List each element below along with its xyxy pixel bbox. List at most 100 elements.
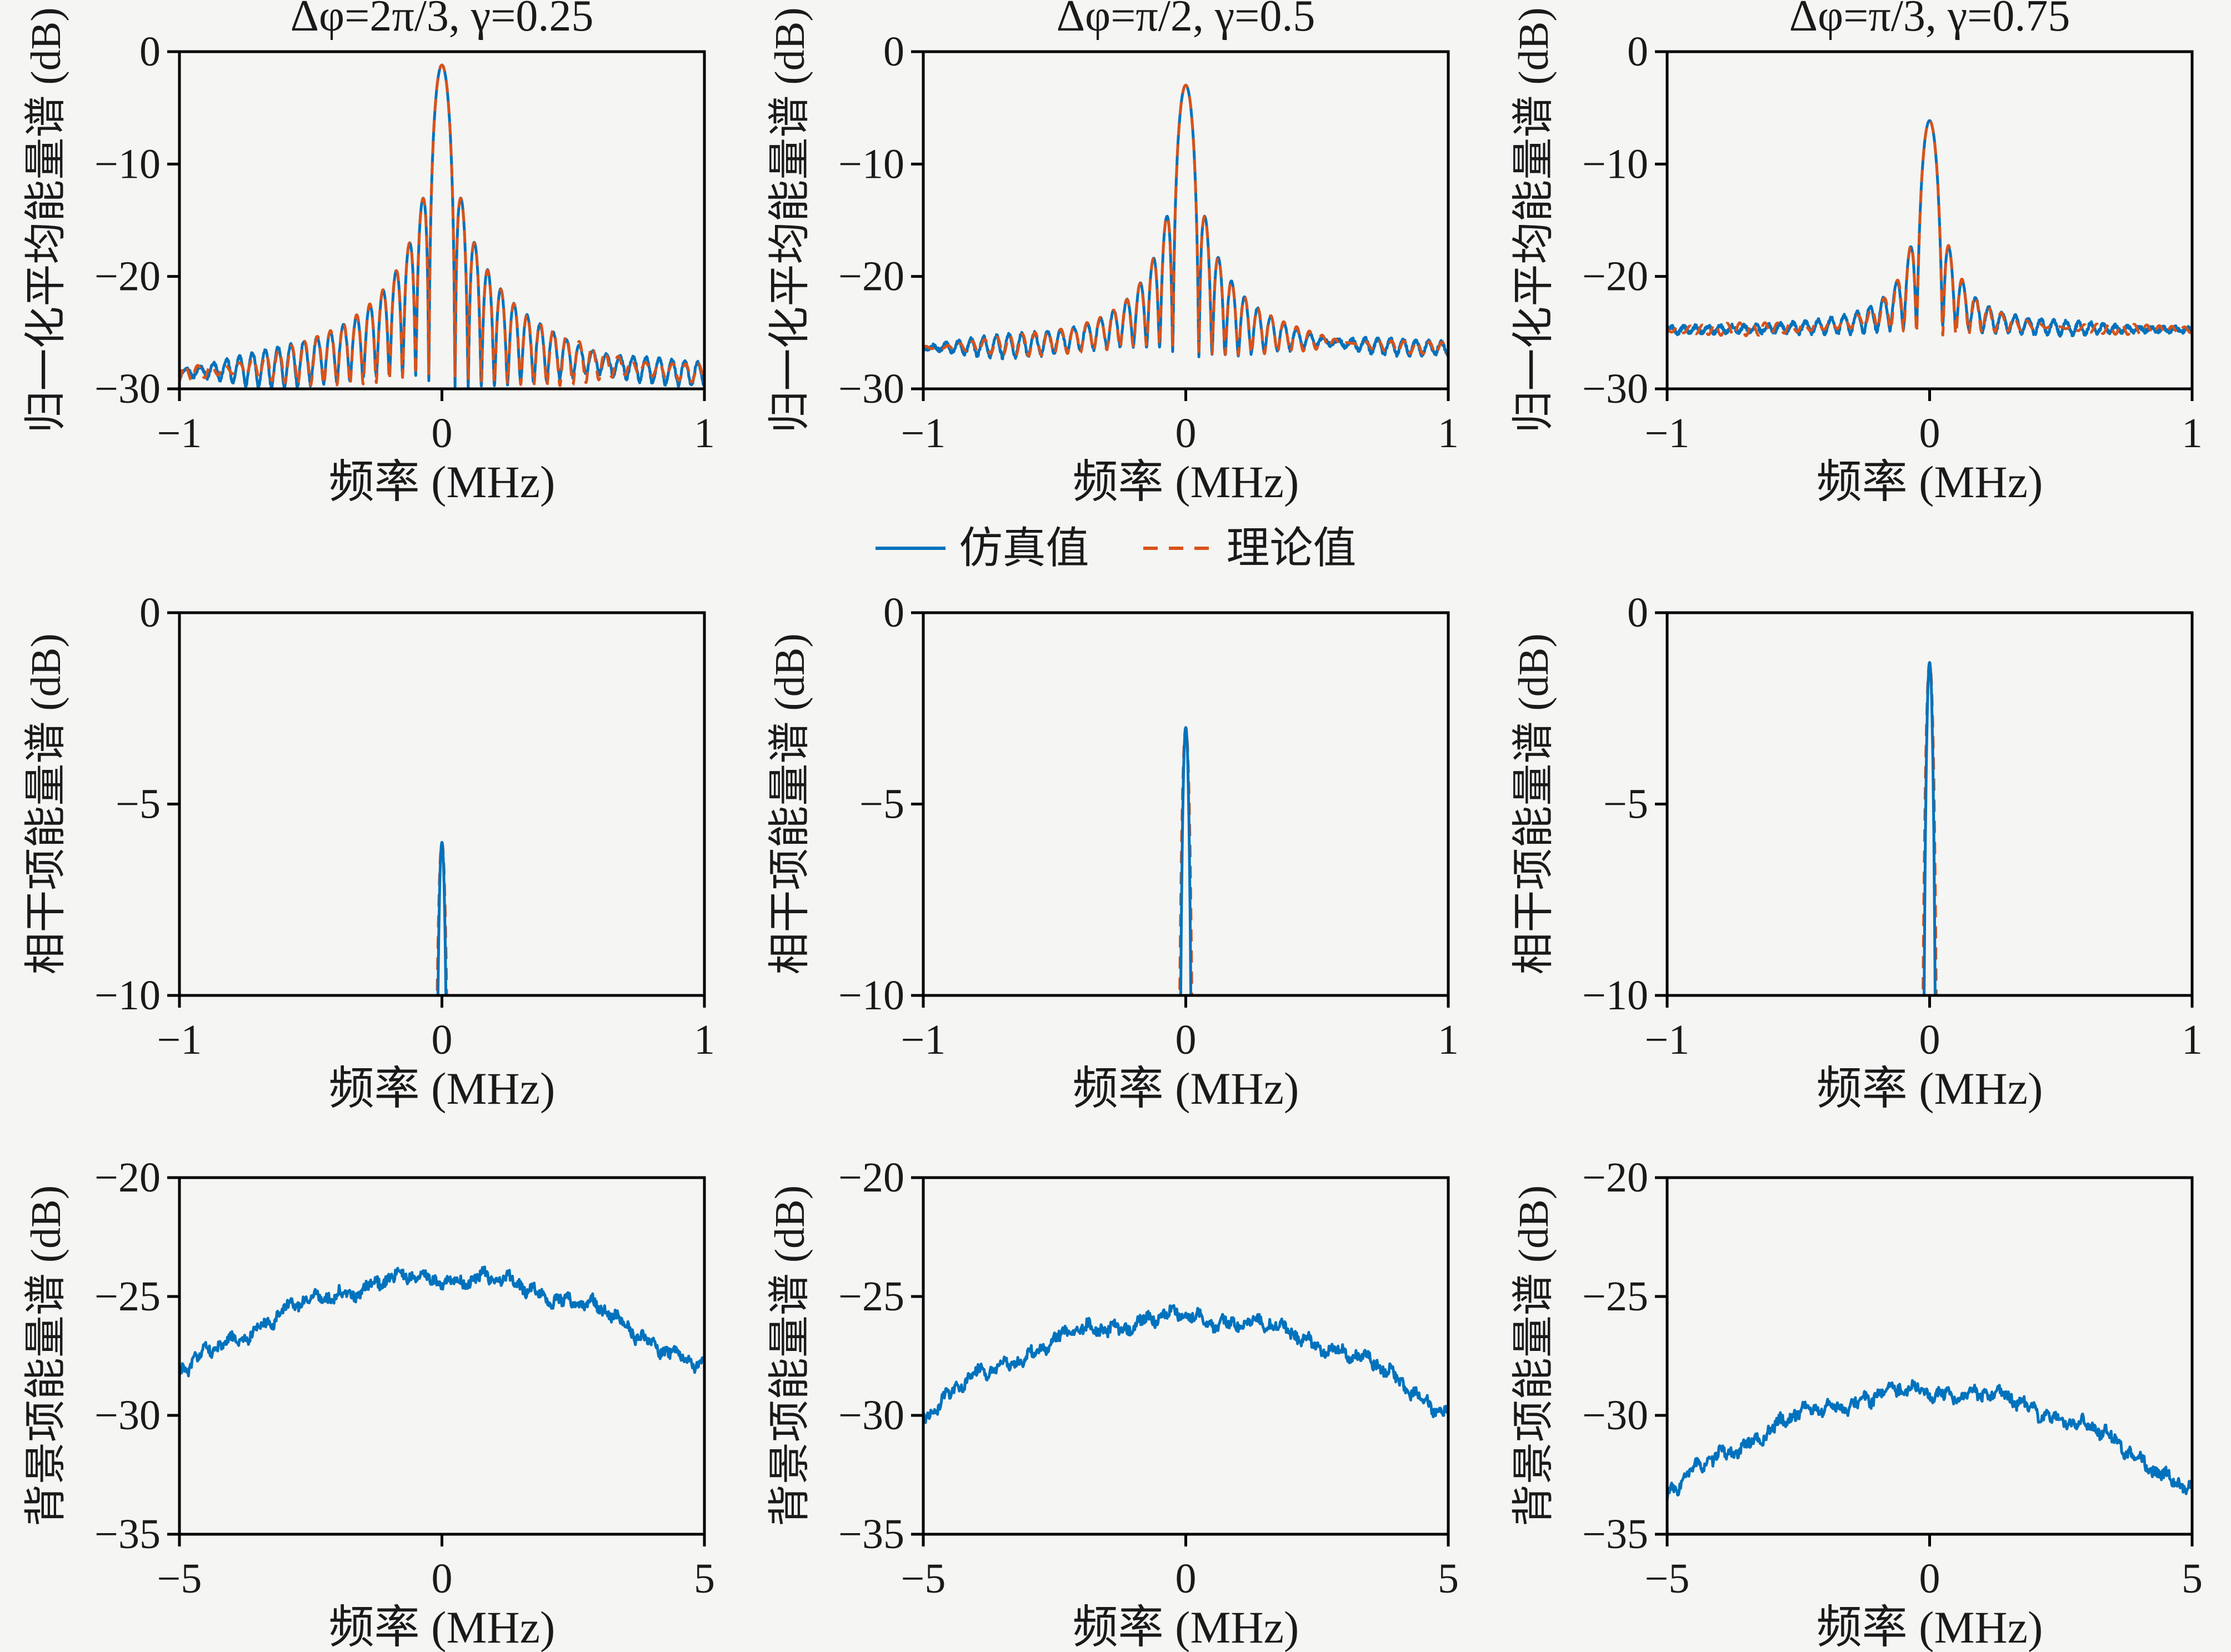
axes-frame	[1665, 50, 2194, 391]
x-tick-label: 0	[1919, 1555, 1940, 1602]
x-tick-label: 0	[1919, 410, 1940, 457]
y-tick-label: 0	[1627, 28, 1648, 75]
x-tick-label: −5	[1645, 1555, 1690, 1602]
subplot-title: Δφ=2π/3, γ=0.25	[291, 0, 594, 41]
x-axis-label: 频率 (MHz)	[329, 1063, 556, 1114]
legend-label-theory: 理论值	[1226, 524, 1357, 572]
x-tick-label: 1	[694, 410, 715, 457]
x-tick-label: 1	[2182, 1017, 2203, 1063]
y-tick-label: −10	[838, 972, 904, 1019]
y-axis-label: 相干项能量谱 (dB)	[23, 633, 69, 974]
x-axis-label: 频率 (MHz)	[1817, 457, 2043, 507]
x-axis-label: 频率 (MHz)	[1073, 1063, 1299, 1114]
curve-simulation	[1179, 726, 1193, 995]
x-tick-label: 0	[432, 1017, 453, 1063]
subplot-background-term-c1: −5 0 5 −20 −25 −30 −35 频率 (MHz) 背景项能量谱 (dB)	[23, 1154, 715, 1652]
y-tick-label: −30	[1582, 1392, 1648, 1439]
y-tick-label: −25	[94, 1273, 161, 1320]
curve-simulation	[1667, 119, 2192, 338]
x-axis-label: 频率 (MHz)	[329, 1602, 556, 1652]
y-tick-label: −20	[838, 253, 904, 300]
y-tick-label: −20	[838, 1154, 904, 1201]
x-tick-label: 1	[2182, 410, 2203, 457]
y-tick-label: −30	[838, 1392, 904, 1439]
y-tick-label: −20	[94, 1154, 161, 1201]
y-tick-label: −30	[838, 366, 904, 412]
y-tick-label: 0	[1627, 589, 1648, 636]
legend-item-simulation: 仿真值	[874, 527, 1089, 570]
legend: 仿真值 理论值	[0, 527, 2231, 570]
curve-theory	[1922, 661, 1938, 995]
axes-frame	[178, 1176, 706, 1536]
x-tick-label: 0	[1919, 1017, 1940, 1063]
y-axis-label: 归一化平均能量谱 (dB)	[1510, 7, 1557, 433]
curve-simulation	[436, 840, 448, 995]
curve-theory	[179, 63, 704, 387]
x-tick-label: −1	[1645, 1017, 1690, 1063]
y-tick-label: −10	[838, 141, 904, 187]
y-tick-label: −20	[1582, 253, 1648, 300]
curve-theory	[923, 83, 1448, 358]
x-tick-label: 0	[1175, 1017, 1197, 1063]
x-tick-label: 0	[1175, 410, 1197, 457]
x-tick-label: −1	[1645, 410, 1690, 457]
y-axis-label: 背景项能量谱 (dB)	[1510, 1185, 1557, 1526]
x-tick-label: 1	[694, 1017, 715, 1063]
x-axis-label: 频率 (MHz)	[1073, 1602, 1299, 1652]
y-tick-label: −30	[1582, 366, 1648, 412]
y-axis-label: 背景项能量谱 (dB)	[23, 1185, 69, 1526]
x-axis-label: 频率 (MHz)	[1073, 457, 1299, 507]
x-tick-label: 1	[1438, 410, 1459, 457]
x-tick-label: 5	[1438, 1555, 1459, 1602]
curve-simulation	[1923, 661, 1937, 995]
y-tick-label: 0	[139, 589, 161, 636]
y-axis-label: 相干项能量谱 (dB)	[1510, 633, 1557, 974]
y-tick-label: −35	[1582, 1511, 1648, 1558]
legend-line-simulation	[876, 547, 946, 550]
curve-simulation	[923, 83, 1448, 361]
x-tick-label: −1	[901, 1017, 946, 1063]
curve-simulation	[923, 1304, 1448, 1424]
y-tick-label: −30	[94, 366, 161, 412]
axes-frame	[178, 50, 706, 391]
x-axis-label: 频率 (MHz)	[329, 457, 556, 507]
y-tick-label: −5	[859, 781, 904, 828]
y-tick-label: −25	[1582, 1273, 1648, 1320]
y-tick-label: −10	[94, 141, 161, 187]
curve-simulation	[179, 1265, 704, 1378]
x-tick-label: 0	[432, 1555, 453, 1602]
x-tick-label: 0	[432, 410, 453, 457]
y-axis-label: 相干项能量谱 (dB)	[767, 633, 813, 974]
y-tick-label: −5	[116, 781, 161, 828]
axes-frame	[922, 611, 1450, 997]
x-tick-label: 1	[1438, 1017, 1459, 1063]
y-tick-label: 0	[139, 28, 161, 75]
y-tick-label: −20	[94, 253, 161, 300]
subplot-title: Δφ=π/3, γ=0.75	[1789, 0, 2070, 41]
y-tick-label: 0	[883, 589, 904, 636]
legend-line-theory	[1143, 547, 1213, 550]
x-tick-label: −1	[901, 410, 946, 457]
y-tick-label: 0	[883, 28, 904, 75]
legend-item-theory: 理论值	[1142, 527, 1357, 570]
x-tick-label: 5	[694, 1555, 715, 1602]
y-tick-label: −25	[838, 1273, 904, 1320]
x-tick-label: −5	[157, 1555, 202, 1602]
y-axis-label: 归一化平均能量谱 (dB)	[767, 7, 813, 433]
y-tick-label: −5	[1603, 781, 1648, 828]
x-tick-label: 0	[1175, 1555, 1197, 1602]
legend-label-simulation: 仿真值	[959, 524, 1089, 572]
subplot-background-term-c3: −5 0 5 −20 −25 −30 −35 频率 (MHz) 背景项能量谱 (dB)	[1510, 1154, 2203, 1652]
x-tick-label: 5	[2182, 1555, 2203, 1602]
axes-frame	[1665, 1176, 2194, 1536]
axes-frame	[922, 50, 1450, 391]
subplot-title: Δφ=π/2, γ=0.5	[1057, 0, 1315, 41]
y-tick-label: −35	[94, 1511, 161, 1558]
y-tick-label: −30	[94, 1392, 161, 1439]
